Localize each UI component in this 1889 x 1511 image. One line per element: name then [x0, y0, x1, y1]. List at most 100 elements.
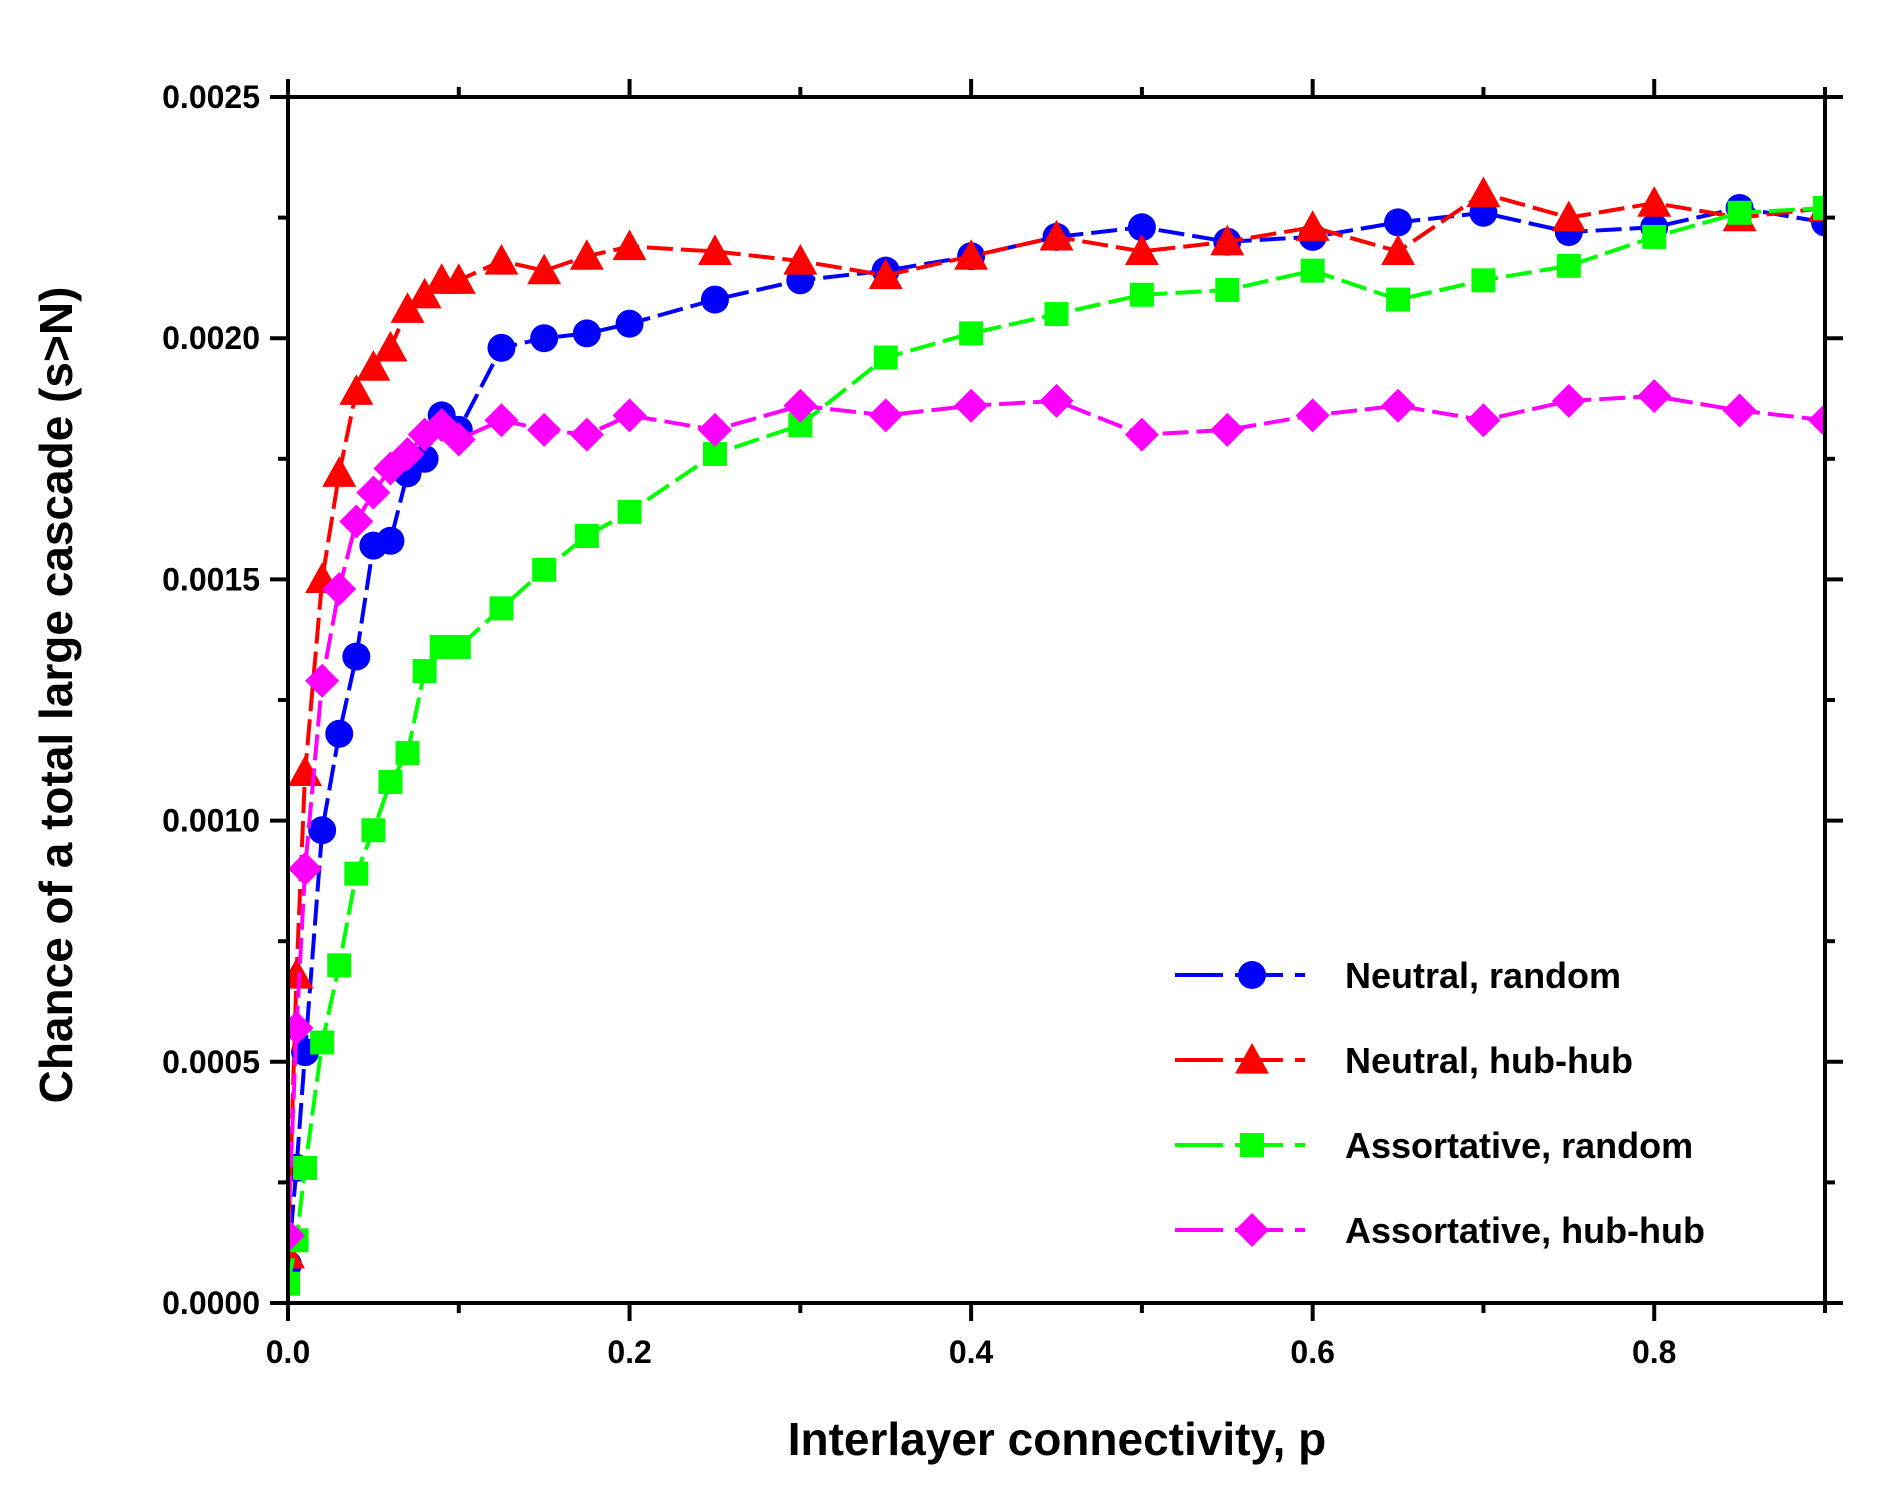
series-line-triangle	[288, 191, 1825, 1255]
legend-label: Assortative, hub-hub	[1345, 1210, 1705, 1251]
data-point-square	[1642, 224, 1667, 249]
data-point-square	[532, 557, 557, 582]
data-point-triangle	[373, 330, 408, 362]
data-point-circle	[342, 642, 371, 671]
axes-layer: 0.0000 0.0005 0.0010 0.0015 0.0020 0.0025 0.0 0…	[162, 79, 1843, 1370]
data-point-triangle	[612, 229, 647, 261]
x-tick-label: 0.8	[1632, 1334, 1676, 1370]
y-tick-label: 0.0010	[162, 803, 260, 839]
legend: Neutral, random Neutral, hub-hub Assortati…	[1175, 955, 1705, 1251]
data-point-triangle	[1039, 219, 1074, 251]
data-point-circle	[615, 309, 644, 338]
y-axis-title: Chance of a total large cascade (s>N)	[30, 287, 82, 1104]
data-point-diamond	[1808, 403, 1825, 438]
series-diamond	[288, 379, 1825, 1253]
data-point-square	[395, 741, 420, 766]
data-point-square	[959, 321, 984, 346]
data-point-square	[378, 770, 403, 795]
data-point-square	[344, 861, 369, 886]
data-point-triangle	[484, 244, 519, 275]
data-point-triangle	[1295, 210, 1330, 241]
data-point-square	[1300, 258, 1325, 283]
plot-area	[288, 176, 1825, 1296]
data-point-circle	[376, 526, 405, 555]
data-point-diamond	[527, 412, 562, 447]
data-point-diamond	[288, 851, 323, 886]
data-point-circle	[1127, 213, 1156, 242]
y-tick-label: 0.0025	[162, 79, 260, 115]
legend-entry-triangle: Neutral, hub-hub	[1175, 1040, 1633, 1081]
data-point-triangle	[1124, 234, 1159, 265]
data-point-diamond	[356, 475, 391, 510]
data-point-diamond	[288, 1011, 314, 1046]
data-point-circle	[572, 319, 601, 348]
legend-entry-diamond: Assortative, hub-hub	[1175, 1210, 1705, 1251]
data-point-circle	[700, 285, 729, 314]
data-point-triangle	[868, 258, 903, 290]
data-point-diamond	[441, 422, 476, 457]
data-point-diamond	[697, 412, 732, 447]
x-tick-label: 0.0	[266, 1334, 310, 1370]
y-tick-label: 0.0000	[162, 1285, 260, 1321]
y-tick-label: 0.0015	[162, 561, 260, 597]
series-square	[288, 195, 1825, 1296]
data-point-square	[1215, 277, 1240, 302]
data-point-diamond	[322, 572, 357, 607]
y-tick-label: 0.0020	[162, 320, 260, 356]
data-point-square	[361, 818, 386, 843]
data-point-triangle	[322, 456, 357, 487]
data-point-triangle	[697, 234, 732, 265]
data-point-square	[293, 1155, 318, 1180]
data-point-square	[617, 499, 642, 524]
data-point-triangle	[339, 374, 374, 405]
legend-marker-square	[1240, 1133, 1264, 1157]
data-point-triangle	[783, 244, 818, 275]
legend-entry-square: Assortative, random	[1175, 1125, 1693, 1166]
data-point-diamond	[339, 504, 374, 539]
data-point-square	[1386, 287, 1411, 312]
data-point-triangle	[954, 239, 989, 270]
series-layer	[288, 176, 1825, 1296]
data-point-square	[310, 1030, 335, 1055]
data-point-diamond	[1551, 383, 1586, 418]
legend-marker-diamond	[1235, 1213, 1269, 1247]
data-point-triangle	[441, 263, 476, 294]
data-point-diamond	[1039, 383, 1074, 418]
data-point-triangle	[407, 277, 442, 309]
data-point-square	[288, 1271, 300, 1296]
data-point-square	[327, 953, 352, 978]
data-point-triangle	[569, 239, 604, 270]
legend-marker-circle	[1238, 961, 1266, 989]
data-point-square	[446, 634, 471, 659]
x-axis-title: Interlayer connectivity, p	[788, 1413, 1327, 1465]
data-point-diamond	[1722, 393, 1757, 428]
data-point-triangle	[527, 253, 562, 285]
data-point-square	[1727, 200, 1752, 225]
data-point-circle	[1384, 208, 1413, 237]
data-point-triangle	[1466, 176, 1501, 208]
legend-entry-circle: Neutral, random	[1175, 955, 1621, 996]
data-point-diamond	[954, 388, 989, 423]
data-point-triangle	[1381, 234, 1416, 265]
data-point-diamond	[484, 403, 519, 438]
data-point-diamond	[288, 1218, 305, 1253]
data-point-diamond	[1124, 417, 1159, 452]
x-tick-label: 0.2	[607, 1334, 651, 1370]
data-point-triangle	[1637, 186, 1672, 217]
legend-marker-triangle	[1235, 1043, 1269, 1074]
data-point-diamond	[1466, 403, 1501, 438]
data-point-circle	[487, 333, 516, 362]
data-point-circle	[530, 324, 559, 353]
data-point-square	[1556, 253, 1581, 278]
data-point-triangle	[390, 292, 425, 323]
legend-label: Neutral, random	[1345, 955, 1621, 996]
data-point-diamond	[612, 398, 647, 433]
data-point-square	[1044, 302, 1069, 327]
data-point-diamond	[305, 663, 340, 698]
data-point-square	[412, 659, 437, 684]
legend-label: Assortative, random	[1345, 1125, 1693, 1166]
data-point-diamond	[1295, 398, 1330, 433]
data-point-circle	[308, 816, 337, 845]
data-point-square	[873, 345, 898, 370]
